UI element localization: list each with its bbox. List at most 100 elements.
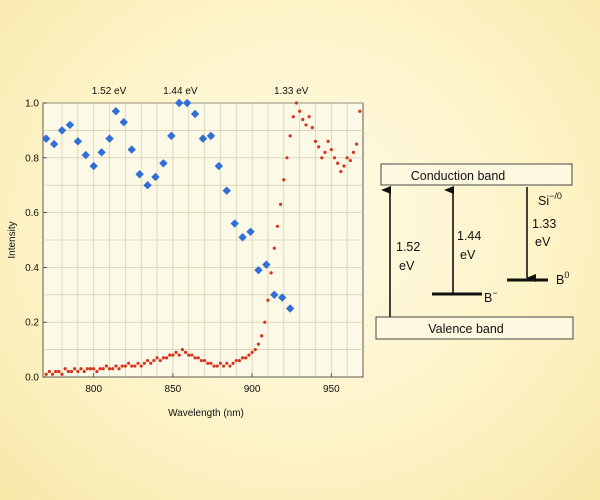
diamond-point (49, 139, 59, 149)
dot-point (307, 115, 311, 119)
dot-point (161, 356, 165, 360)
dot-point (60, 372, 64, 376)
si-superscript: −/0 (549, 191, 562, 201)
y-axis-label: Intensity (7, 221, 18, 258)
dot-point (111, 367, 115, 371)
axis-ticks: 800 850 900 950 0.0 0.2 0.4 0.6 0.8 1.0 (25, 99, 340, 396)
diamond-point (105, 134, 114, 143)
dot-point (120, 364, 124, 368)
dot-point (247, 353, 251, 357)
diamond-point (159, 159, 168, 168)
dot-point (54, 369, 58, 374)
dot-point (323, 150, 327, 154)
dot-point (253, 348, 257, 352)
dot-point (76, 369, 80, 374)
si-text: Si (538, 194, 549, 208)
dot-point (241, 356, 245, 360)
diamond-point (230, 219, 239, 228)
dot-point (263, 320, 267, 324)
diamond-point (167, 131, 176, 141)
dot-point (234, 358, 238, 363)
b-minus-superscript: − (492, 288, 497, 298)
dot-point (206, 361, 210, 365)
dot-point (218, 361, 223, 365)
diamond-point (182, 98, 192, 108)
y-tick-label: 0.2 (25, 318, 39, 329)
dot-point (152, 358, 156, 363)
diamond-point (254, 265, 263, 275)
dot-series (44, 101, 362, 376)
dot-point (304, 123, 308, 127)
diamond-point (73, 137, 83, 146)
diamond-point (198, 134, 208, 143)
dot-point (69, 369, 74, 374)
dot-point (73, 367, 77, 371)
dot-point (114, 364, 118, 368)
valence-band-box (375, 316, 574, 340)
transition-2-unit: eV (460, 248, 476, 262)
dot-point (355, 142, 359, 146)
diamond-point (278, 293, 287, 302)
diamond-point (214, 161, 224, 171)
y-tick-label: 1.0 (25, 99, 39, 110)
dot-point (117, 367, 121, 371)
dot-point (202, 358, 207, 363)
transition-2-energy: 1.44 (457, 229, 481, 243)
dot-point (177, 353, 181, 357)
dot-point (183, 350, 188, 354)
dot-point (279, 202, 283, 206)
dot-point (47, 369, 51, 374)
b-minus-text: B (484, 291, 492, 305)
conduction-band-box (380, 163, 573, 186)
dot-point (326, 139, 330, 143)
dot-point (272, 246, 276, 250)
diamond-point (143, 181, 152, 190)
dot-point (82, 369, 86, 374)
diamond-point (151, 172, 160, 182)
x-tick-label: 800 (85, 384, 102, 395)
x-tick-label: 900 (244, 384, 261, 395)
dot-point (269, 271, 273, 275)
dot-point (282, 178, 286, 182)
dot-point (215, 364, 219, 368)
dot-point (212, 364, 216, 368)
dot-point (260, 334, 264, 338)
dot-point (123, 364, 127, 368)
valence-band-label: Valence band (428, 322, 504, 336)
dot-point (228, 364, 232, 368)
dot-point (320, 156, 324, 160)
dot-point (209, 361, 213, 365)
dot-point (342, 164, 346, 168)
dot-point (126, 361, 131, 365)
si-level-label: Si−/0 (538, 191, 562, 208)
diamond-point (97, 148, 106, 157)
dot-point (329, 147, 333, 152)
dot-point (225, 361, 229, 365)
dot-point (88, 367, 93, 371)
dot-point (149, 361, 153, 365)
diamond-point (89, 161, 98, 171)
dot-point (275, 224, 280, 228)
dot-point (345, 156, 349, 160)
grid (43, 102, 363, 377)
diamond-point (206, 131, 216, 141)
diamond-point (135, 170, 144, 179)
dot-point (351, 150, 356, 154)
dot-point (180, 348, 185, 352)
diamond-point (285, 304, 295, 313)
dot-point (136, 361, 140, 365)
dot-point (171, 353, 175, 357)
diamond-point (190, 109, 200, 119)
dot-point (310, 126, 314, 130)
dot-point (199, 358, 204, 363)
dot-point (79, 367, 83, 371)
diamond-point (127, 145, 136, 154)
dot-point (85, 367, 89, 371)
peak-annotation: 1.44 eV (163, 86, 198, 97)
dot-point (142, 361, 146, 365)
y-tick-label: 0.8 (25, 153, 39, 164)
y-tick-label: 0.4 (25, 263, 39, 274)
